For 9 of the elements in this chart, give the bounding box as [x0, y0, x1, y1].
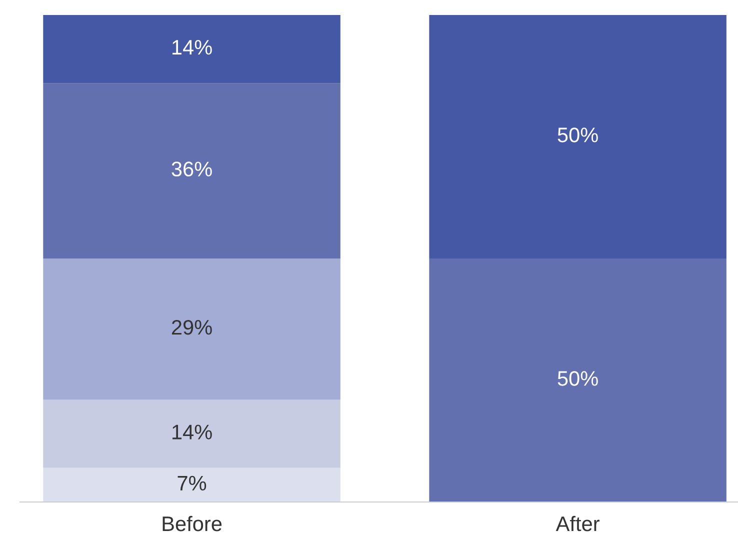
data-label: 50%: [558, 128, 598, 142]
data-label: 50%: [558, 371, 598, 386]
data-label: 29%: [172, 320, 212, 335]
data-label: 14%: [172, 424, 212, 440]
data-label: 7%: [178, 476, 206, 490]
data-label: 14%: [172, 40, 212, 55]
x-tick-label: Before: [162, 516, 222, 532]
data-label: 36%: [172, 162, 212, 176]
x-tick-label: After: [556, 516, 600, 532]
